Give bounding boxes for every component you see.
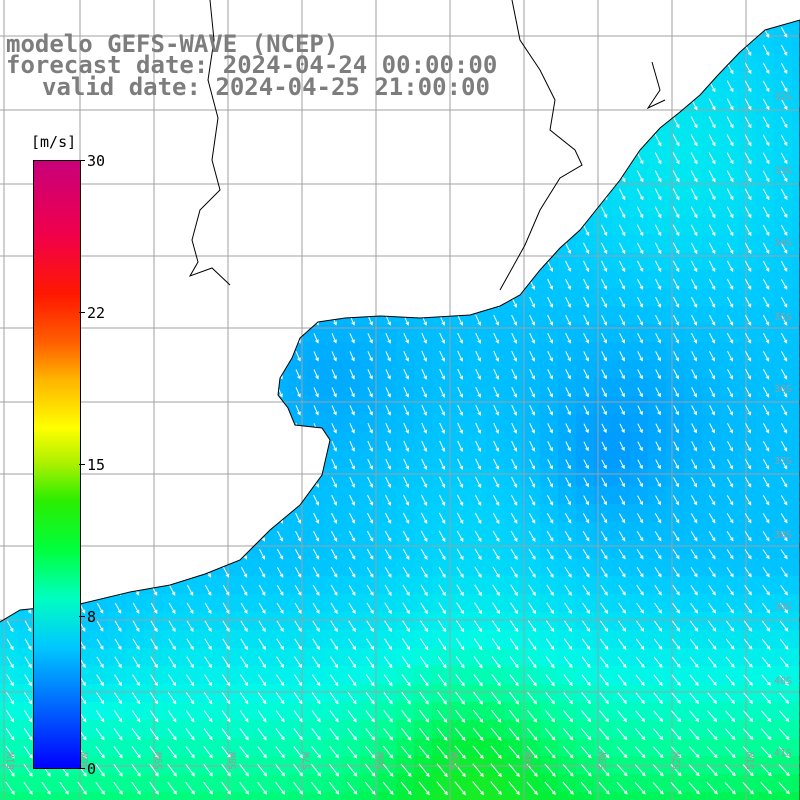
map-title-model: modelo GEFS-WAVE (NCEP) [6, 30, 339, 58]
colorbar-tick-label: 15 [87, 456, 106, 474]
latitude-label: 36S [774, 384, 792, 395]
colorbar-unit: [m/s] [31, 133, 77, 151]
latitude-label: 34S [774, 238, 792, 249]
colorbar-tick-mark [79, 616, 85, 617]
latitude-label: 38S [774, 530, 792, 541]
longitude-label: 54W [524, 751, 535, 770]
latitude-label: 40S [774, 676, 792, 687]
country-border [188, 0, 666, 291]
colorbar-tick-mark [79, 312, 85, 313]
colorbar-tick-label: 22 [87, 304, 106, 322]
longitude-label: 60W [80, 751, 91, 770]
latitude-label: 32S [774, 92, 792, 103]
coastline [0, 19, 800, 800]
longitude-label: 52W [672, 751, 683, 770]
colorbar-tick-mark [79, 464, 85, 465]
longitude-label: 55W [450, 751, 461, 770]
latitude-label: 33S [774, 166, 792, 177]
colorbar-tick-mark [79, 768, 85, 769]
longitude-label: 51W [746, 751, 757, 770]
latitude-label: 41S [774, 748, 792, 759]
longitude-label: 56W [376, 751, 387, 770]
map-title-forecast-date: forecast date: 2024-04-24 00:00:00 [6, 51, 498, 79]
colorbar-tick-label: 8 [87, 608, 97, 626]
longitude-label: 58W [228, 751, 239, 770]
longitude-label: 53W [598, 751, 609, 770]
colorbar-tick-label: 30 [87, 152, 106, 170]
latitude-label: 35S [774, 312, 792, 323]
longitude-label: 59W [154, 751, 165, 770]
longitude-label: 57W [302, 751, 313, 770]
longitude-label: 61W [6, 751, 17, 770]
colorbar [33, 160, 81, 769]
latitude-label: 39S [774, 602, 792, 613]
colorbar-tick-label: 0 [87, 760, 97, 778]
latitude-label: 37S [774, 456, 792, 467]
colorbar-tick-mark [79, 160, 85, 161]
map-title-valid-date: valid date: 2024-04-25 21:00:00 [42, 73, 490, 101]
